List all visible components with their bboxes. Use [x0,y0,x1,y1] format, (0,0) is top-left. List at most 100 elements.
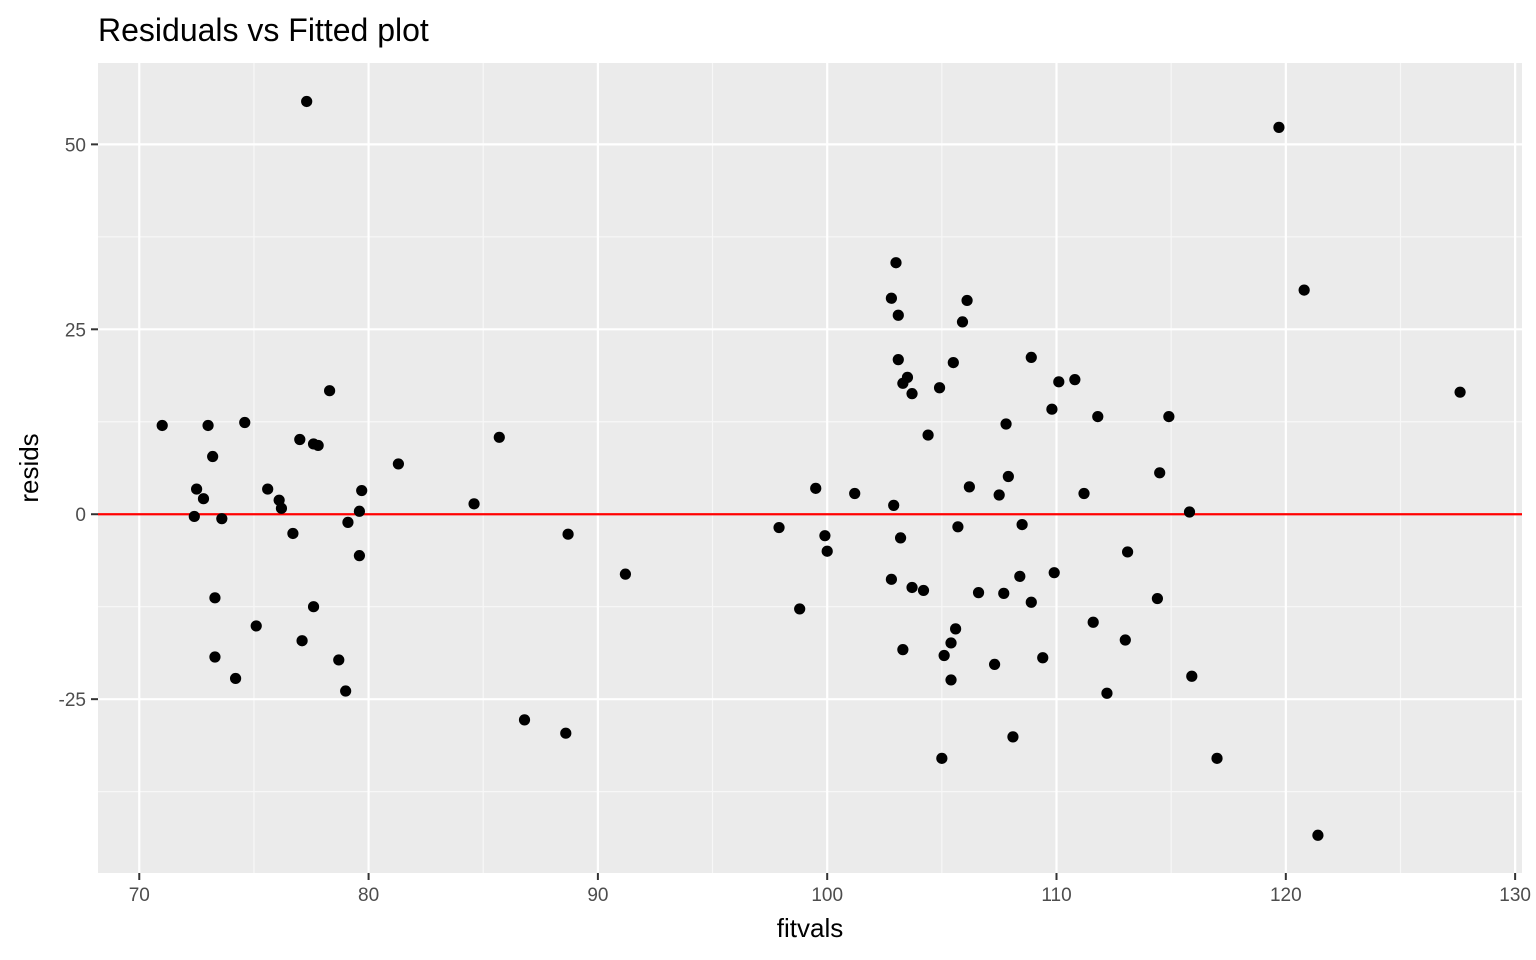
data-points [156,95,1466,841]
data-point [892,309,904,321]
data-point [191,483,203,495]
data-point [950,623,962,635]
data-point [229,672,242,685]
x-tick-label: 80 [358,885,379,906]
data-point [312,439,324,452]
data-point [1037,652,1049,664]
data-point [821,545,833,557]
data-point [209,651,221,663]
data-point [1298,284,1310,296]
data-point [936,752,948,764]
data-point [1183,506,1196,518]
data-point [307,601,320,613]
data-point [901,371,914,383]
data-point [209,592,221,604]
data-point [956,316,969,328]
data-point [945,637,957,649]
data-point [493,431,505,443]
data-point [156,419,168,432]
data-point [468,498,480,510]
x-tick-label: 90 [587,885,608,906]
data-point [885,292,898,304]
data-point [897,644,909,656]
data-point [890,257,902,269]
x-axis: 70 80 90 100 110 120 130 [129,873,1531,906]
data-point [207,450,219,463]
data-point [301,95,313,108]
chart-title: Residuals vs Fitted plot [98,12,429,48]
data-point [1025,351,1037,364]
data-point [892,354,904,366]
data-point [239,416,251,429]
x-tick-label: 130 [1499,885,1531,906]
data-point [1016,518,1028,531]
data-point [1014,570,1026,582]
data-point [342,516,354,528]
x-tick-label: 100 [811,885,843,906]
data-point [1454,386,1466,398]
plot-panel [98,63,1522,873]
data-point [906,388,918,400]
data-point [1078,487,1090,500]
data-point [353,550,366,562]
x-tick-label: 120 [1270,885,1302,906]
data-point [1069,374,1081,386]
data-point [287,527,299,540]
data-point [945,674,957,686]
x-tick-label: 110 [1041,885,1071,906]
data-point [917,584,930,597]
data-point [188,510,200,523]
x-axis-title: fitvals [777,913,843,943]
data-point [888,499,900,511]
data-point [1101,687,1113,699]
data-point [1121,546,1134,558]
data-point [1025,596,1037,608]
data-point [1053,376,1065,388]
data-point [810,482,822,494]
data-point [619,568,632,580]
y-tick-label: -25 [59,690,86,711]
data-point [275,502,288,514]
data-point [562,528,574,540]
data-point [1046,403,1058,415]
data-point [294,433,306,446]
data-point [324,385,336,397]
data-point [518,714,531,726]
data-point [340,685,352,697]
data-point [250,620,262,632]
data-point [993,489,1005,501]
data-point [849,487,861,500]
data-point [885,573,898,585]
data-point [296,635,308,647]
data-point [1092,410,1104,423]
data-point [998,587,1010,599]
data-point [197,493,210,505]
data-point [819,530,831,542]
data-point [1000,418,1012,430]
data-point [947,356,959,369]
major-grid [98,63,1522,873]
data-point [988,658,1001,670]
data-point [906,581,918,594]
data-point [1048,567,1060,579]
minor-grid [98,63,1522,873]
data-point [1087,616,1099,628]
data-point [963,481,975,493]
data-point [1186,670,1198,682]
data-point [353,505,366,517]
data-point [1007,731,1019,743]
data-point [773,521,785,534]
data-point [1211,752,1223,764]
data-point [1273,121,1285,133]
data-point [1312,829,1324,841]
data-point [952,521,964,533]
data-point [1119,634,1131,646]
data-point [560,727,572,739]
data-point [961,294,973,307]
y-tick-label: 0 [75,505,86,526]
data-point [922,429,934,441]
data-point [972,587,985,599]
data-point [1163,410,1175,423]
y-axis: 50 25 0 -25 [59,135,98,711]
data-point [1002,470,1014,483]
